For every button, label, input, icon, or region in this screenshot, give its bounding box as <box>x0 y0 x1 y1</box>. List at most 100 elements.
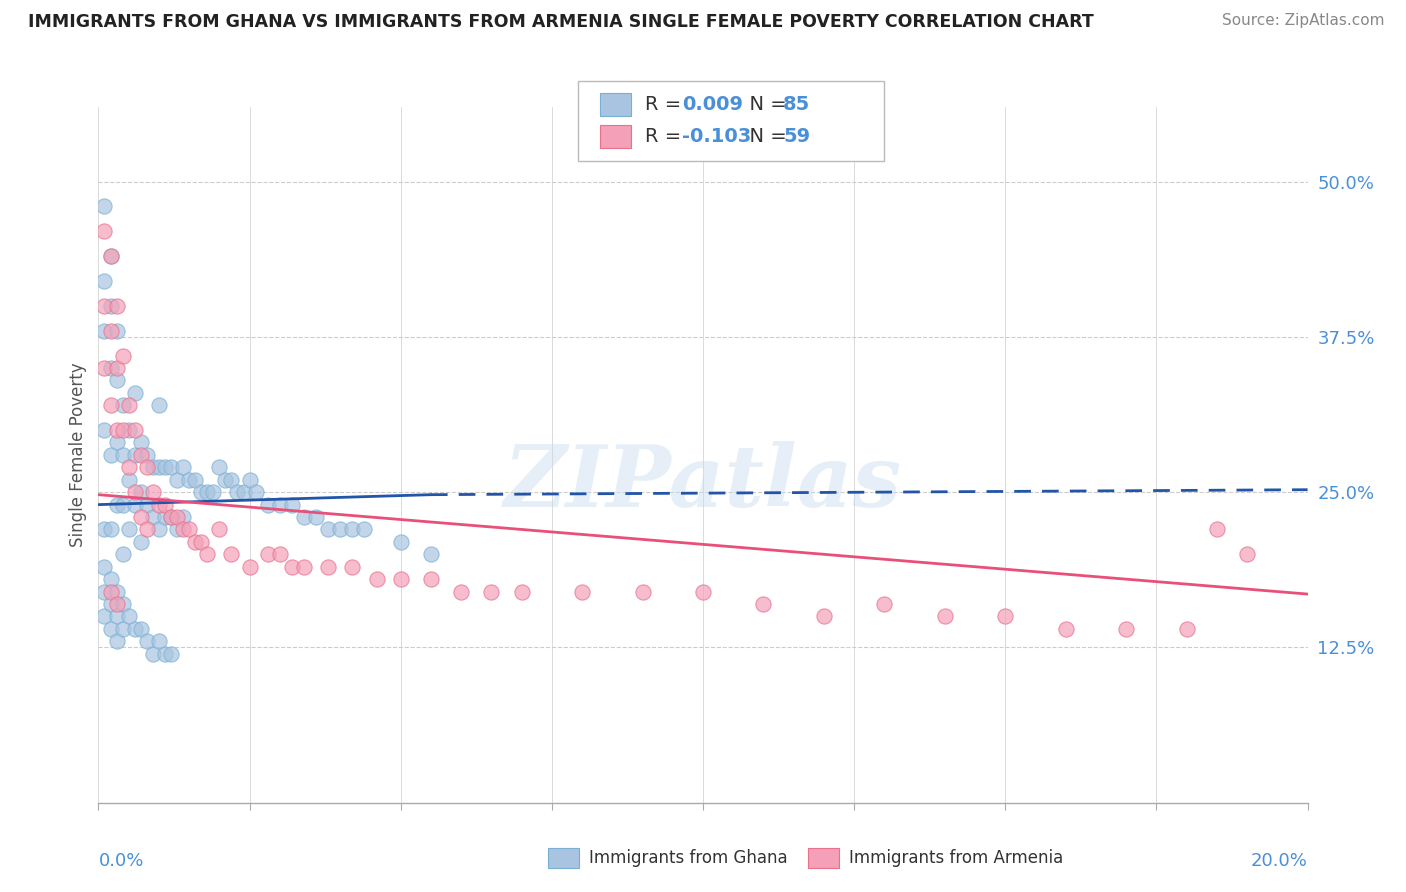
Point <box>111 597 134 611</box>
Point <box>389 535 412 549</box>
Point <box>93 423 115 437</box>
Point <box>124 423 146 437</box>
Point <box>179 473 201 487</box>
Text: Source: ZipAtlas.com: Source: ZipAtlas.com <box>1222 13 1385 29</box>
Point <box>221 547 243 561</box>
Text: ZIPatlas: ZIPatlas <box>503 441 903 524</box>
Point <box>172 523 194 537</box>
Point <box>105 597 128 611</box>
Point <box>105 324 128 338</box>
Point <box>153 510 176 524</box>
Point <box>148 634 170 648</box>
Point <box>292 559 315 574</box>
Point <box>129 535 152 549</box>
Point <box>994 609 1017 624</box>
Point <box>752 597 775 611</box>
Point <box>142 647 165 661</box>
Point <box>142 485 165 500</box>
Point <box>873 597 896 611</box>
Point <box>179 523 201 537</box>
Text: 0.0%: 0.0% <box>98 852 143 870</box>
Point <box>135 498 157 512</box>
Point <box>160 460 183 475</box>
Point <box>93 523 115 537</box>
Point <box>93 224 115 238</box>
Point <box>813 609 835 624</box>
Point <box>124 385 146 400</box>
Point <box>172 460 194 475</box>
Point <box>100 249 122 263</box>
Point <box>160 510 183 524</box>
Point <box>202 485 225 500</box>
Point <box>208 460 231 475</box>
Point <box>100 398 122 412</box>
Text: IMMIGRANTS FROM GHANA VS IMMIGRANTS FROM ARMENIA SINGLE FEMALE POVERTY CORRELATI: IMMIGRANTS FROM GHANA VS IMMIGRANTS FROM… <box>28 13 1094 31</box>
Point <box>100 448 122 462</box>
Point <box>184 535 207 549</box>
Point <box>100 584 122 599</box>
Point <box>100 324 122 338</box>
Point <box>129 485 152 500</box>
Point <box>1115 622 1137 636</box>
Text: N =: N = <box>737 95 793 114</box>
Point <box>239 559 262 574</box>
Point <box>118 473 141 487</box>
Point <box>342 559 364 574</box>
Point <box>221 473 243 487</box>
Point <box>100 249 122 263</box>
Point <box>160 647 183 661</box>
Point <box>93 324 115 338</box>
Point <box>93 559 115 574</box>
Point <box>93 299 115 313</box>
Point <box>105 299 128 313</box>
Point <box>420 547 443 561</box>
Point <box>118 609 141 624</box>
Point <box>281 559 304 574</box>
Point <box>214 473 236 487</box>
Point <box>631 584 654 599</box>
Point <box>510 584 533 599</box>
Point <box>105 584 128 599</box>
Point <box>153 460 176 475</box>
Point <box>389 572 412 586</box>
Point <box>692 584 714 599</box>
Point <box>118 460 141 475</box>
Point <box>124 498 146 512</box>
Point <box>148 460 170 475</box>
Point <box>153 498 176 512</box>
Point <box>172 510 194 524</box>
Point <box>100 622 122 636</box>
Point <box>353 523 375 537</box>
Point <box>450 584 472 599</box>
Point <box>135 523 157 537</box>
Point <box>93 584 115 599</box>
Point <box>148 523 170 537</box>
Point <box>232 485 254 500</box>
Point <box>292 510 315 524</box>
Point <box>111 547 134 561</box>
Point <box>256 547 278 561</box>
Point <box>342 523 364 537</box>
Point <box>111 349 134 363</box>
Point <box>111 622 134 636</box>
Point <box>111 398 134 412</box>
Text: Immigrants from Armenia: Immigrants from Armenia <box>849 849 1063 867</box>
Point <box>111 498 134 512</box>
Point <box>208 523 231 537</box>
Point <box>142 510 165 524</box>
Point <box>118 423 141 437</box>
Point <box>256 498 278 512</box>
Point <box>124 622 146 636</box>
Point <box>1175 622 1198 636</box>
Point <box>105 435 128 450</box>
Point <box>166 510 188 524</box>
Point <box>934 609 956 624</box>
Text: Immigrants from Ghana: Immigrants from Ghana <box>589 849 787 867</box>
Point <box>100 597 122 611</box>
Text: 20.0%: 20.0% <box>1251 852 1308 870</box>
Point <box>316 559 339 574</box>
Point <box>129 510 152 524</box>
Point <box>239 473 262 487</box>
Point <box>305 510 328 524</box>
Point <box>129 435 152 450</box>
